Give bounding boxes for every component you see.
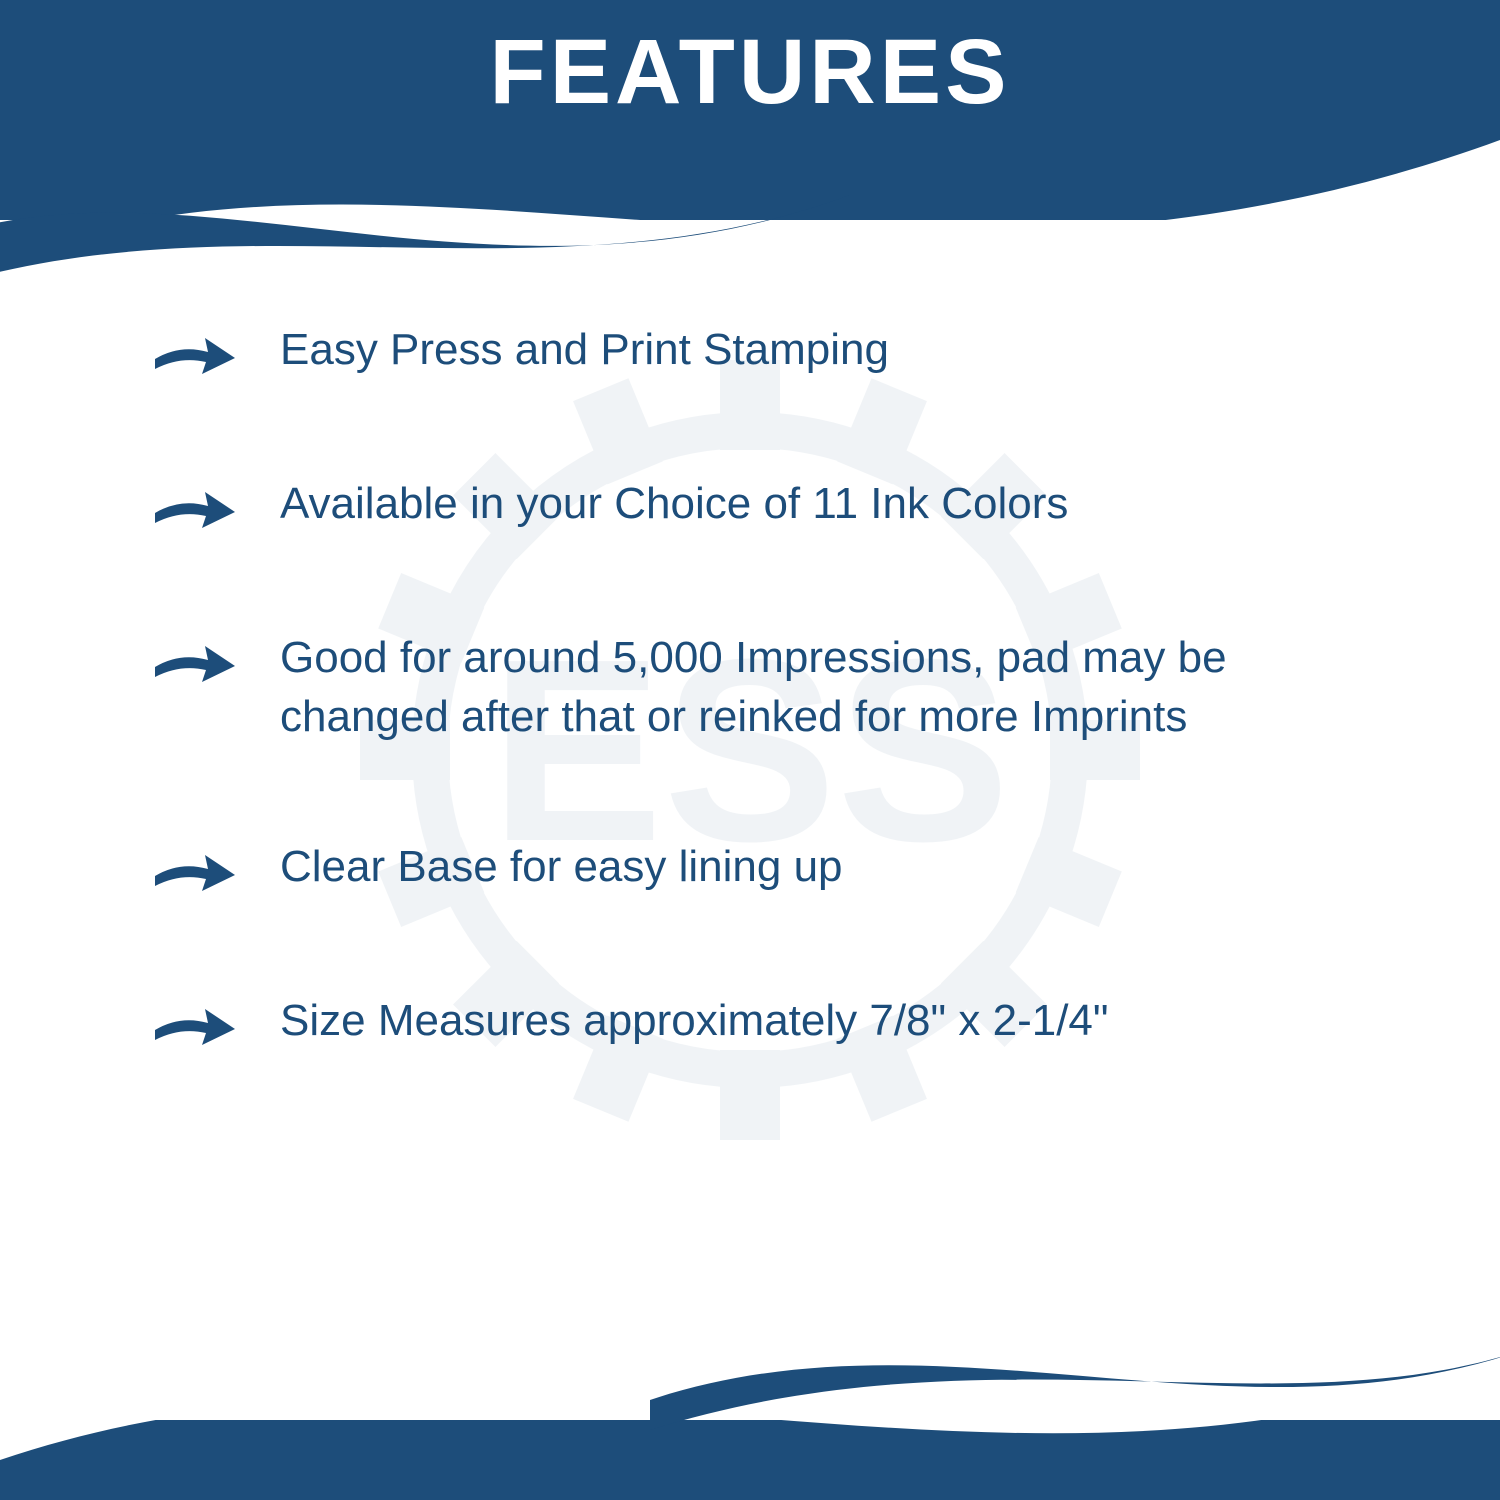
list-item: Size Measures approximately 7/8" x 2-1/4…	[150, 991, 1380, 1055]
arrow-right-icon	[150, 324, 240, 384]
list-item: Easy Press and Print Stamping	[150, 320, 1380, 384]
top-wave-accent	[0, 155, 850, 315]
feature-text: Available in your Choice of 11 Ink Color…	[280, 474, 1068, 533]
arrow-right-icon	[150, 995, 240, 1055]
feature-text: Size Measures approximately 7/8" x 2-1/4…	[280, 991, 1109, 1050]
page-title: FEATURES	[0, 20, 1500, 125]
arrow-right-icon	[150, 478, 240, 538]
feature-text: Easy Press and Print Stamping	[280, 320, 889, 379]
list-item: Clear Base for easy lining up	[150, 837, 1380, 901]
list-item: Available in your Choice of 11 Ink Color…	[150, 474, 1380, 538]
arrow-right-icon	[150, 632, 240, 692]
list-item: Good for around 5,000 Impressions, pad m…	[150, 628, 1380, 747]
arrow-right-icon	[150, 841, 240, 901]
bottom-wave-accent	[650, 1310, 1500, 1450]
feature-text: Good for around 5,000 Impressions, pad m…	[280, 628, 1380, 747]
features-list: Easy Press and Print Stamping Available …	[150, 320, 1380, 1145]
feature-text: Clear Base for easy lining up	[280, 837, 843, 896]
